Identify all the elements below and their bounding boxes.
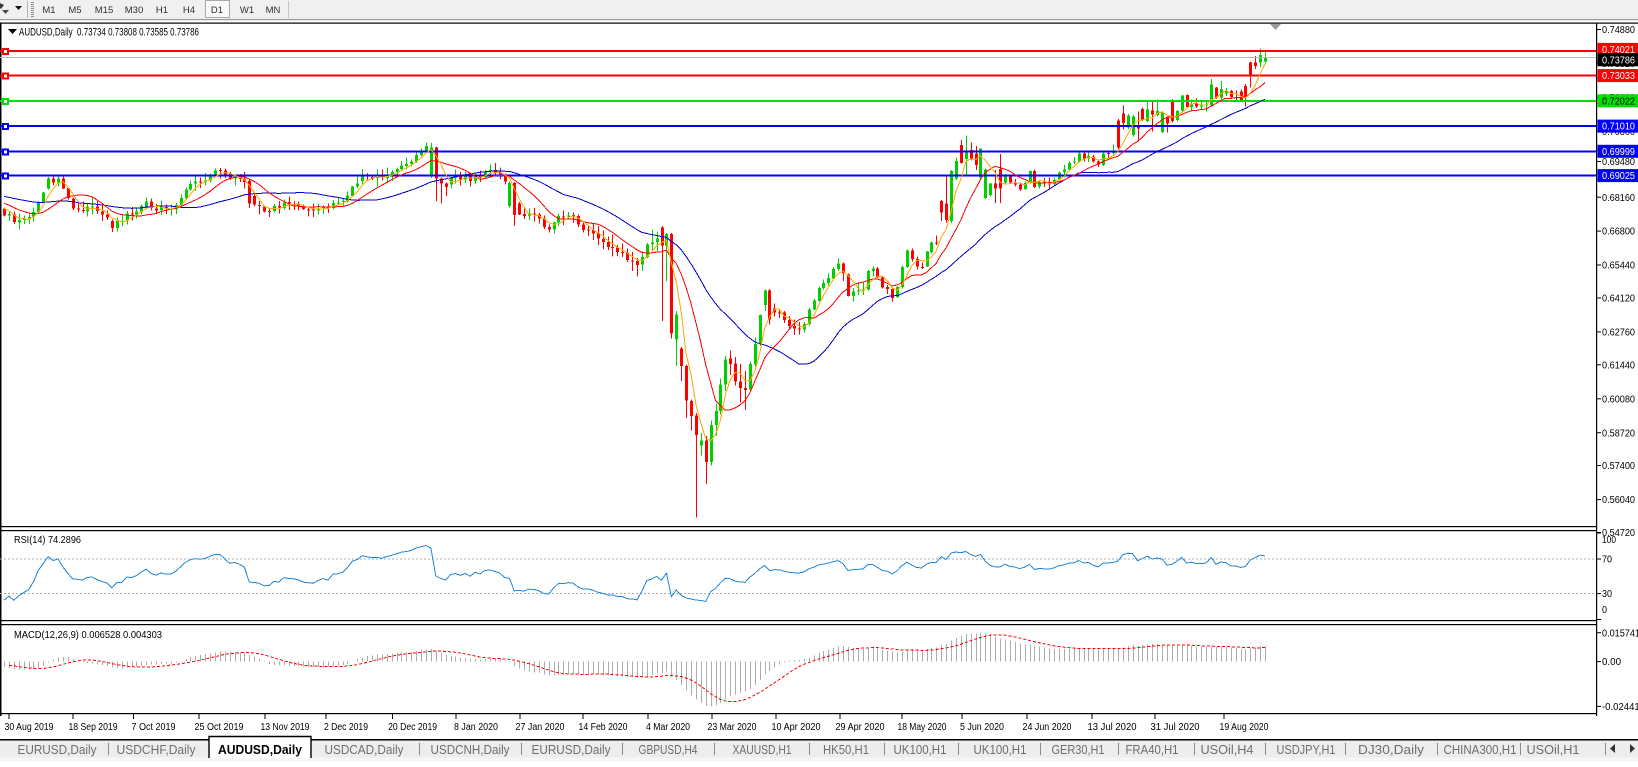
svg-text:0.69999: 0.69999 bbox=[1602, 147, 1635, 158]
svg-text:UK100,H1: UK100,H1 bbox=[894, 743, 947, 757]
svg-text:M5: M5 bbox=[68, 5, 81, 16]
svg-text:0.71010: 0.71010 bbox=[1602, 122, 1635, 133]
svg-text:DJ30,Daily: DJ30,Daily bbox=[1358, 743, 1425, 757]
svg-text:23 Mar 2020: 23 Mar 2020 bbox=[708, 722, 757, 733]
svg-text:CHINA300,H1: CHINA300,H1 bbox=[1444, 743, 1517, 757]
svg-text:USDJPY,H1: USDJPY,H1 bbox=[1277, 743, 1336, 757]
svg-text:USDCAD,Daily: USDCAD,Daily bbox=[325, 743, 405, 757]
svg-text:XAUUSD,H1: XAUUSD,H1 bbox=[733, 743, 792, 757]
svg-text:7 Oct 2019: 7 Oct 2019 bbox=[132, 722, 176, 733]
svg-text:AUDUSD,Daily 0.73734 0.73808: AUDUSD,Daily 0.73734 0.73808 0.73585 0.7… bbox=[19, 27, 199, 39]
svg-text:MN: MN bbox=[266, 5, 281, 16]
svg-text:0.72022: 0.72022 bbox=[1602, 96, 1635, 107]
svg-text:-0.024412: -0.024412 bbox=[1602, 702, 1638, 713]
svg-text:0.73033: 0.73033 bbox=[1602, 71, 1635, 82]
svg-text:100: 100 bbox=[1602, 535, 1616, 546]
svg-text:GBPUSD,H4: GBPUSD,H4 bbox=[639, 743, 698, 757]
svg-text:19 Aug 2020: 19 Aug 2020 bbox=[1220, 722, 1269, 733]
svg-text:18 Sep 2019: 18 Sep 2019 bbox=[69, 722, 118, 733]
svg-text:GER30,H1: GER30,H1 bbox=[1052, 743, 1105, 757]
svg-text:27 Jan 2020: 27 Jan 2020 bbox=[516, 722, 565, 733]
svg-text:USDCNH,Daily: USDCNH,Daily bbox=[431, 743, 511, 757]
svg-text:25 Oct 2019: 25 Oct 2019 bbox=[195, 722, 244, 733]
svg-text:USDCHF,Daily: USDCHF,Daily bbox=[117, 743, 197, 757]
svg-text:0.57400: 0.57400 bbox=[1602, 461, 1635, 472]
svg-text:0.69480: 0.69480 bbox=[1602, 157, 1635, 168]
svg-text:70: 70 bbox=[1602, 555, 1612, 566]
svg-text:EURUSD,Daily: EURUSD,Daily bbox=[532, 743, 612, 757]
svg-text:4 Mar 2020: 4 Mar 2020 bbox=[646, 722, 690, 733]
svg-text:UK100,H1: UK100,H1 bbox=[974, 743, 1027, 757]
svg-text:0.68160: 0.68160 bbox=[1602, 193, 1635, 204]
svg-text:31 Jul 2020: 31 Jul 2020 bbox=[1151, 722, 1200, 733]
svg-text:0.61440: 0.61440 bbox=[1602, 360, 1635, 371]
svg-text:USOil,H1: USOil,H1 bbox=[1527, 743, 1580, 757]
svg-text:FRA40,H1: FRA40,H1 bbox=[1126, 743, 1179, 757]
svg-text:13 Nov 2019: 13 Nov 2019 bbox=[261, 722, 310, 733]
svg-text:MACD(12,26,9) 0.006528 0.00430: MACD(12,26,9) 0.006528 0.004303 bbox=[14, 629, 162, 641]
svg-text:2 Dec 2019: 2 Dec 2019 bbox=[324, 722, 368, 733]
svg-text:H4: H4 bbox=[183, 5, 195, 16]
svg-text:EURUSD,Daily: EURUSD,Daily bbox=[18, 743, 98, 757]
svg-text:0: 0 bbox=[1602, 605, 1607, 616]
svg-text:H1: H1 bbox=[156, 5, 168, 16]
svg-text:RSI(14) 74.2896: RSI(14) 74.2896 bbox=[14, 534, 81, 546]
svg-text:8 Jan 2020: 8 Jan 2020 bbox=[454, 722, 498, 733]
svg-text:0.60080: 0.60080 bbox=[1602, 394, 1635, 405]
svg-text:W1: W1 bbox=[240, 5, 254, 16]
svg-text:30: 30 bbox=[1602, 589, 1612, 600]
svg-text:0.015741: 0.015741 bbox=[1602, 628, 1638, 639]
svg-text:D1: D1 bbox=[211, 5, 223, 16]
svg-text:24 Jun 2020: 24 Jun 2020 bbox=[1023, 722, 1072, 733]
svg-text:10 Apr 2020: 10 Apr 2020 bbox=[772, 722, 821, 733]
svg-text:30 Aug 2019: 30 Aug 2019 bbox=[5, 722, 54, 733]
svg-text:0.74880: 0.74880 bbox=[1602, 25, 1635, 36]
svg-text:20 Dec 2019: 20 Dec 2019 bbox=[388, 722, 437, 733]
svg-text:0.73786: 0.73786 bbox=[1602, 55, 1635, 66]
svg-text:0.56040: 0.56040 bbox=[1602, 495, 1635, 506]
svg-text:0.65440: 0.65440 bbox=[1602, 261, 1635, 272]
svg-text:0.00: 0.00 bbox=[1602, 657, 1621, 668]
svg-text:5 Jun 2020: 5 Jun 2020 bbox=[960, 722, 1004, 733]
svg-text:0.58720: 0.58720 bbox=[1602, 428, 1635, 439]
svg-text:14 Feb 2020: 14 Feb 2020 bbox=[579, 722, 628, 733]
svg-text:0.69025: 0.69025 bbox=[1602, 171, 1635, 182]
svg-text:18 May 2020: 18 May 2020 bbox=[898, 722, 947, 733]
svg-text:M15: M15 bbox=[95, 5, 113, 16]
svg-text:AUDUSD,Daily: AUDUSD,Daily bbox=[218, 742, 303, 757]
svg-text:HK50,H1: HK50,H1 bbox=[823, 743, 869, 757]
svg-text:M1: M1 bbox=[42, 5, 55, 16]
svg-text:USOil,H4: USOil,H4 bbox=[1201, 743, 1254, 757]
svg-text:0.64120: 0.64120 bbox=[1602, 294, 1635, 305]
svg-text:29 Apr 2020: 29 Apr 2020 bbox=[836, 722, 885, 733]
svg-text:0.66800: 0.66800 bbox=[1602, 227, 1635, 238]
svg-text:13 Jul 2020: 13 Jul 2020 bbox=[1088, 722, 1137, 733]
svg-text:0.62760: 0.62760 bbox=[1602, 328, 1635, 339]
svg-text:M30: M30 bbox=[125, 5, 143, 16]
